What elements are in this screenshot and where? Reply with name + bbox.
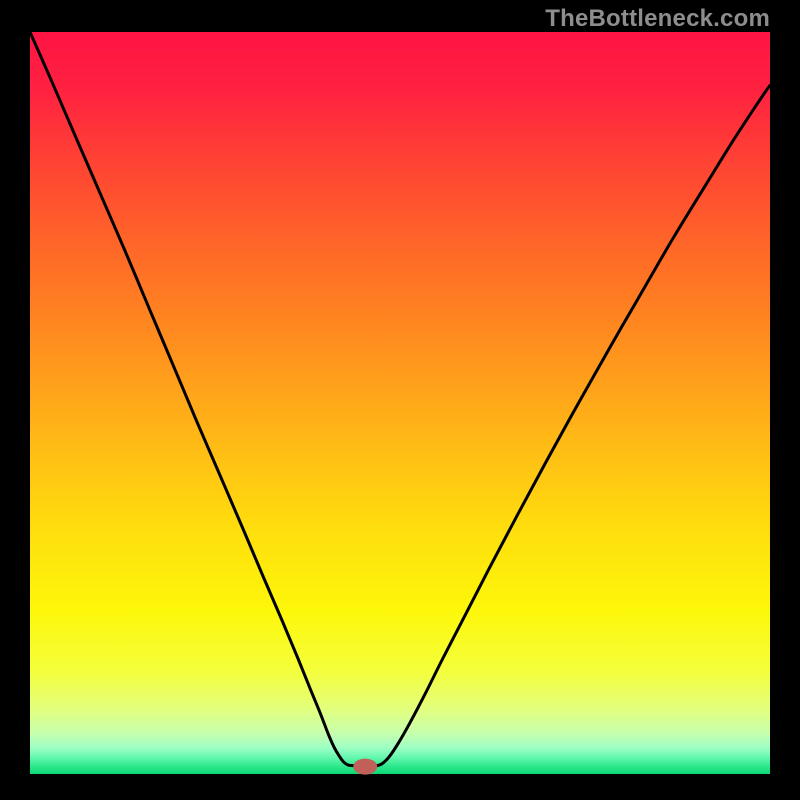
chart-frame: TheBottleneck.com — [0, 0, 800, 800]
watermark-text: TheBottleneck.com — [545, 5, 770, 33]
chart-svg — [0, 0, 800, 800]
optimal-point-marker — [353, 759, 377, 775]
gradient-background — [30, 32, 770, 774]
